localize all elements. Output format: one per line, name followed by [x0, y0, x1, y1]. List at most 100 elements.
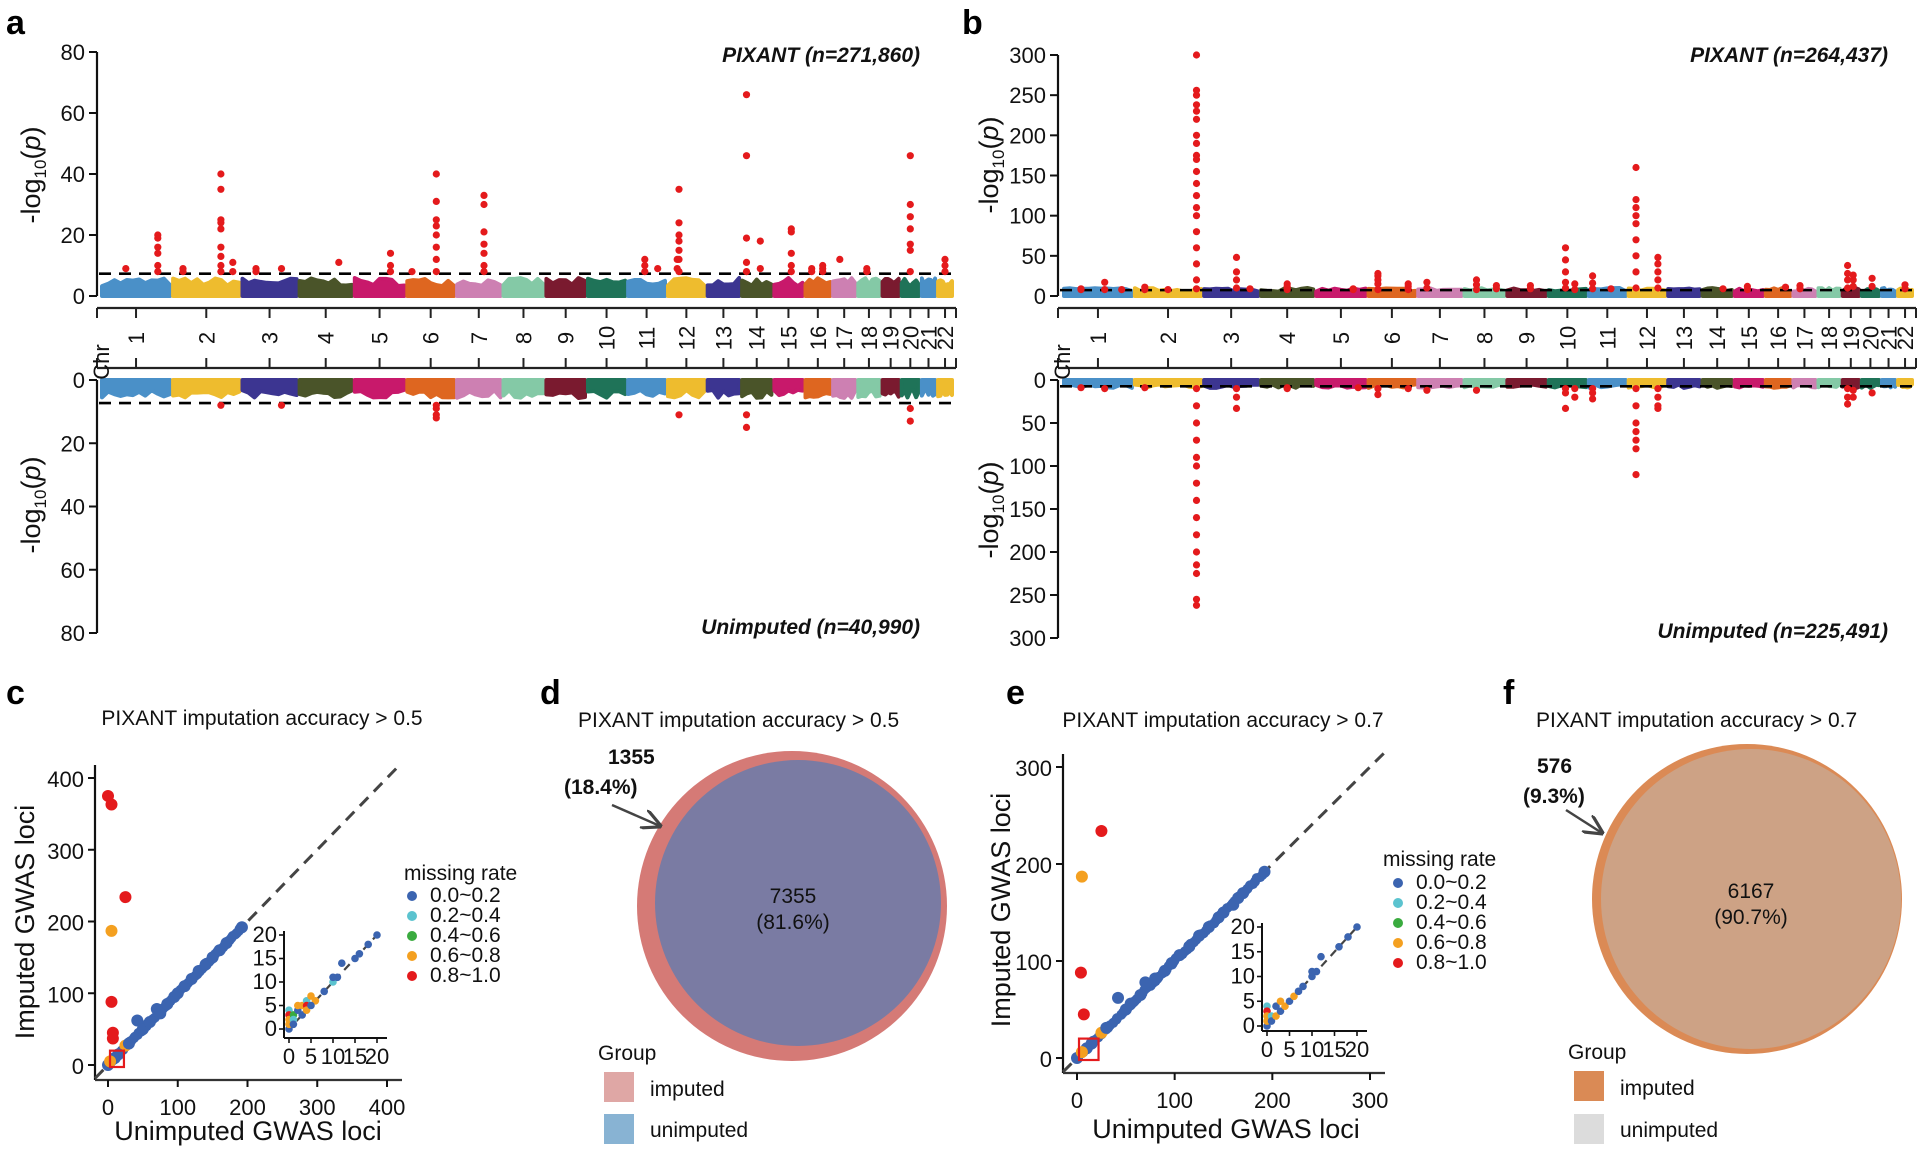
- significant-point-bottom: [1232, 393, 1241, 401]
- inset-y-tick-label: 5: [265, 993, 277, 1018]
- significant-point-top: [1561, 244, 1570, 252]
- y-tick-label: 0: [1040, 1047, 1052, 1072]
- significant-point-top: [1719, 285, 1727, 293]
- significant-point-top: [1246, 285, 1254, 293]
- legend-dot-0.6~0.8: [407, 951, 417, 961]
- chr-body-top-1: [100, 276, 173, 298]
- significant-point-top: [906, 152, 914, 160]
- significant-point-top: [480, 268, 488, 276]
- y-axis-bottom-tick-label: 250: [1009, 583, 1046, 608]
- outer-percent-f: (9.3%): [1523, 785, 1585, 808]
- inset-x-tick-label: 20: [1345, 1037, 1369, 1062]
- chr-body-top-10: [585, 276, 628, 298]
- inset-y-tick-label: 0: [1243, 1013, 1255, 1038]
- legend-c: missing rate 0.0~0.20.2~0.40.4~0.60.6~0.…: [404, 862, 517, 987]
- chr-label-17: 17: [1792, 326, 1817, 350]
- legend-label-unimputed-f: unimputed: [1620, 1119, 1718, 1142]
- chr-body-top-14: [740, 277, 774, 298]
- significant-point-top: [277, 265, 286, 273]
- inset-data-point: [1272, 1002, 1280, 1010]
- inset-y-tick-label: 15: [1231, 939, 1255, 964]
- y-axis-top-tick-label: 150: [1009, 164, 1046, 189]
- chr-body-bottom-10: [585, 378, 628, 400]
- significant-point-bottom: [1232, 385, 1241, 393]
- significant-point-top: [641, 268, 649, 276]
- significant-point-top: [756, 265, 764, 273]
- significant-point-top: [480, 200, 488, 209]
- chr-body-bottom-16: [803, 378, 833, 400]
- significant-point-top: [386, 261, 395, 270]
- ylabel-c: Imputed GWAS loci: [10, 805, 40, 1040]
- significant-point-top: [1632, 268, 1640, 276]
- y-axis-bottom-tick-label: 60: [61, 558, 85, 583]
- legend-dot-0.4~0.6: [1393, 918, 1403, 928]
- chr-body-top-5: [352, 276, 407, 298]
- chr-label-13: 13: [1672, 326, 1697, 350]
- chr-label-7: 7: [467, 332, 492, 344]
- panel-label-a: a: [6, 4, 26, 42]
- legend-label-0.8~1.0: 0.8~1.0: [430, 964, 501, 987]
- data-point: [105, 924, 118, 937]
- chr-label-9: 9: [1515, 332, 1540, 344]
- data-point: [1217, 906, 1230, 919]
- significant-point-top: [1423, 278, 1431, 286]
- chr-body-bottom-20: [899, 378, 921, 400]
- inset-x-tick-label: 10: [1300, 1037, 1324, 1062]
- panel-f-venn: f PIXANT imputation accuracy > 0.7 576 (…: [1503, 674, 1902, 1144]
- inner-percent-d: (81.6%): [756, 911, 830, 934]
- x-tick-label: 100: [1156, 1088, 1193, 1113]
- significant-point-top: [1141, 283, 1149, 291]
- chr-body-bottom-21: [919, 378, 938, 398]
- significant-point-top: [1632, 284, 1640, 292]
- significant-point-top: [1561, 278, 1570, 286]
- y-axis-bottom-tick-label: 300: [1009, 626, 1046, 651]
- inset-y-tick-label: 10: [1231, 964, 1255, 989]
- significant-point-top: [675, 219, 683, 227]
- inner-count-d: 7355: [770, 885, 817, 908]
- chr-label-5: 5: [368, 332, 393, 344]
- chr-label-16: 16: [1766, 326, 1791, 350]
- inset-data-point: [1267, 1017, 1276, 1025]
- chr-label-19: 19: [879, 326, 904, 350]
- significant-point-top: [787, 268, 795, 276]
- significant-point-top: [654, 265, 662, 273]
- panel-b-manhattan: b PIXANT (n=264,437) Unimputed (n=225,49…: [962, 4, 1918, 651]
- significant-point-top: [675, 268, 683, 276]
- y-axis-bottom-tick-label: 20: [61, 431, 85, 456]
- significant-point-top: [906, 200, 914, 209]
- x-tick-label: 400: [369, 1095, 406, 1120]
- chr-body-top-22: [936, 278, 954, 298]
- inset-data-point: [307, 1001, 315, 1010]
- chr-label-11: 11: [1595, 327, 1620, 350]
- legend-label-0.6~0.8: 0.6~0.8: [430, 944, 501, 967]
- significant-point-top: [941, 261, 949, 270]
- data-point: [1173, 949, 1186, 962]
- x-tick-label: 0: [1071, 1088, 1083, 1113]
- panel-label-e: e: [1006, 674, 1025, 712]
- legend-label-imputed-d: imputed: [650, 1078, 725, 1101]
- significant-point-top: [1192, 101, 1201, 109]
- data-point: [1112, 991, 1125, 1004]
- significant-point-top: [1571, 286, 1579, 294]
- venn-inner-unimputed-f: [1601, 749, 1901, 1049]
- chr-label-9: 9: [554, 332, 579, 344]
- significant-point-top: [386, 268, 395, 276]
- significant-point-top: [1796, 282, 1804, 290]
- legend-label-unimputed-d: unimputed: [650, 1119, 748, 1142]
- significant-point-top: [480, 240, 488, 248]
- significant-point-bottom: [1404, 385, 1412, 393]
- data-point: [122, 1037, 135, 1050]
- significant-point-top: [1192, 167, 1201, 176]
- significant-point-top: [1781, 283, 1790, 291]
- significant-point-top: [432, 255, 440, 263]
- chr-body-bottom-7: [455, 378, 503, 400]
- significant-point-bottom: [1844, 385, 1852, 393]
- chr-label-14: 14: [1705, 326, 1730, 350]
- chr-label-1: 1: [1086, 332, 1111, 344]
- significant-point-bottom: [1632, 402, 1640, 410]
- x-tick-label: 300: [1352, 1088, 1389, 1113]
- title-c: PIXANT imputation accuracy > 0.5: [101, 707, 422, 730]
- inset-data-point: [289, 1020, 298, 1029]
- significant-point-top: [1632, 196, 1640, 204]
